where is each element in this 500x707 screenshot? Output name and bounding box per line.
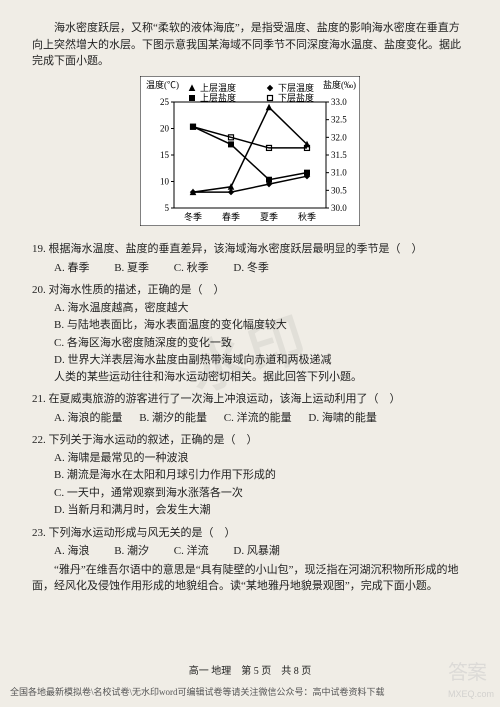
q23-opt-a: A. 海浪 xyxy=(54,543,89,560)
svg-text:31.0: 31.0 xyxy=(331,167,347,177)
svg-text:30.0: 30.0 xyxy=(331,203,347,213)
q21-opt-b: B. 潮汐的能量 xyxy=(139,410,207,427)
q21-opt-d: D. 海啸的能量 xyxy=(308,410,376,427)
q20-stem: 20. 对海水性质的描述，正确的是（ ） xyxy=(32,282,468,299)
svg-text:下层温度: 下层温度 xyxy=(278,82,314,93)
svg-text:盐度(‰): 盐度(‰) xyxy=(323,79,356,90)
q22-options: A. 海啸是最常见的一种波浪 B. 潮流是海水在太阳和月球引力作用下形成的 C.… xyxy=(54,450,468,519)
svg-text:上层温度: 上层温度 xyxy=(200,82,236,93)
intro-text: 海水密度跃层，又称“柔软的液体海底”，是指受温度、盐度的影响海水密度在垂直方向上… xyxy=(32,20,468,70)
q22-opt-b: B. 潮流是海水在太阳和月球引力作用下形成的 xyxy=(54,467,468,484)
q20-options: A. 海水温度越高，密度越大 B. 与陆地表面比，海水表面温度的变化幅度较大 C… xyxy=(54,300,468,369)
svg-text:31.5: 31.5 xyxy=(331,150,347,160)
svg-text:32.0: 32.0 xyxy=(331,132,347,142)
q21-options: A. 海浪的能量 B. 潮汐的能量 C. 洋流的能量 D. 海啸的能量 xyxy=(54,410,468,427)
q19-opt-b: B. 夏季 xyxy=(114,260,149,277)
q23-tail: “雅丹”在维吾尔语中的意思是“具有陡壁的小山包”，现泛指在河湖沉积物所形成的地面… xyxy=(32,562,468,595)
q23-stem: 23. 下列海水运动形成与风无关的是（ ） xyxy=(32,525,468,542)
corner-small: MXEQ.com xyxy=(448,688,494,702)
svg-text:5: 5 xyxy=(165,203,170,213)
svg-text:30.5: 30.5 xyxy=(331,185,347,195)
svg-text:春季: 春季 xyxy=(222,211,240,222)
svg-text:20: 20 xyxy=(160,123,170,133)
temp-salinity-chart: 5 10 15 20 25 30.0 30.5 31.0 31.5 32.0 32.5 33.0 冬季 春… xyxy=(140,76,360,226)
bottom-note: 全国各地最新模拟卷\名校试卷\无水印word可编辑试卷等请关注微信公众号：高中试… xyxy=(10,686,385,700)
q19-options: A. 春季 B. 夏季 C. 秋季 D. 冬季 xyxy=(54,260,468,277)
svg-text:32.5: 32.5 xyxy=(331,114,347,124)
q19-opt-c: C. 秋季 xyxy=(174,260,209,277)
q22-stem: 22. 下列关于海水运动的叙述，正确的是（ ） xyxy=(32,432,468,449)
page-footer: 高一 地理 第 5 页 共 8 页 xyxy=(0,664,500,679)
q22-opt-a: A. 海啸是最常见的一种波浪 xyxy=(54,450,468,467)
q20-tail: 人类的某些运动往往和海水运动密切相关。据此回答下列小题。 xyxy=(54,369,468,386)
svg-text:上层盐度: 上层盐度 xyxy=(200,92,236,103)
question-20: 20. 对海水性质的描述，正确的是（ ） A. 海水温度越高，密度越大 B. 与… xyxy=(32,282,468,385)
svg-text:15: 15 xyxy=(160,150,170,160)
q21-stem: 21. 在夏威夷旅游的游客进行了一次海上冲浪运动，该海上运动利用了（ ） xyxy=(32,391,468,408)
q23-opt-d: D. 风暴潮 xyxy=(233,543,279,560)
q19-opt-d: D. 冬季 xyxy=(233,260,268,277)
q22-opt-c: C. 一天中，通常观察到海水涨落各一次 xyxy=(54,485,468,502)
q20-opt-b: B. 与陆地表面比，海水表面温度的变化幅度较大 xyxy=(54,317,468,334)
q23-opt-c: C. 洋流 xyxy=(174,543,209,560)
q20-opt-c: C. 各海区海水密度随深度的变化一致 xyxy=(54,335,468,352)
svg-text:25: 25 xyxy=(160,97,170,107)
svg-text:下层盐度: 下层盐度 xyxy=(278,92,314,103)
chart-container: 5 10 15 20 25 30.0 30.5 31.0 31.5 32.0 32.5 33.0 冬季 春… xyxy=(32,76,468,232)
svg-text:夏季: 夏季 xyxy=(260,211,278,222)
question-23: 23. 下列海水运动形成与风无关的是（ ） A. 海浪 B. 潮汐 C. 洋流 … xyxy=(32,525,468,595)
q20-opt-a: A. 海水温度越高，密度越大 xyxy=(54,300,468,317)
q21-opt-a: A. 海浪的能量 xyxy=(54,410,122,427)
question-22: 22. 下列关于海水运动的叙述，正确的是（ ） A. 海啸是最常见的一种波浪 B… xyxy=(32,432,468,519)
svg-text:33.0: 33.0 xyxy=(331,97,347,107)
question-19: 19. 根据海水温度、盐度的垂直差异，该海域海水密度跃层最明显的季节是（ ） A… xyxy=(32,241,468,276)
q23-opt-b: B. 潮汐 xyxy=(114,543,149,560)
q19-opt-a: A. 春季 xyxy=(54,260,89,277)
q20-opt-d: D. 世界大洋表层海水盐度由副热带海域向赤道和两极递减 xyxy=(54,352,468,369)
question-21: 21. 在夏威夷旅游的游客进行了一次海上冲浪运动，该海上运动利用了（ ） A. … xyxy=(32,391,468,426)
corner-watermark: 答案 MXEQ.com xyxy=(448,658,494,702)
q21-opt-c: C. 洋流的能量 xyxy=(224,410,292,427)
corner-big: 答案 xyxy=(448,662,486,684)
svg-text:温度(℃): 温度(℃) xyxy=(146,79,179,90)
q22-opt-d: D. 当新月和满月时，会发生大潮 xyxy=(54,502,468,519)
q23-options: A. 海浪 B. 潮汐 C. 洋流 D. 风暴潮 xyxy=(54,543,468,560)
svg-text:冬季: 冬季 xyxy=(184,211,202,222)
svg-text:秋季: 秋季 xyxy=(298,211,316,222)
q19-stem: 19. 根据海水温度、盐度的垂直差异，该海域海水密度跃层最明显的季节是（ ） xyxy=(32,241,468,258)
svg-text:10: 10 xyxy=(160,176,170,186)
